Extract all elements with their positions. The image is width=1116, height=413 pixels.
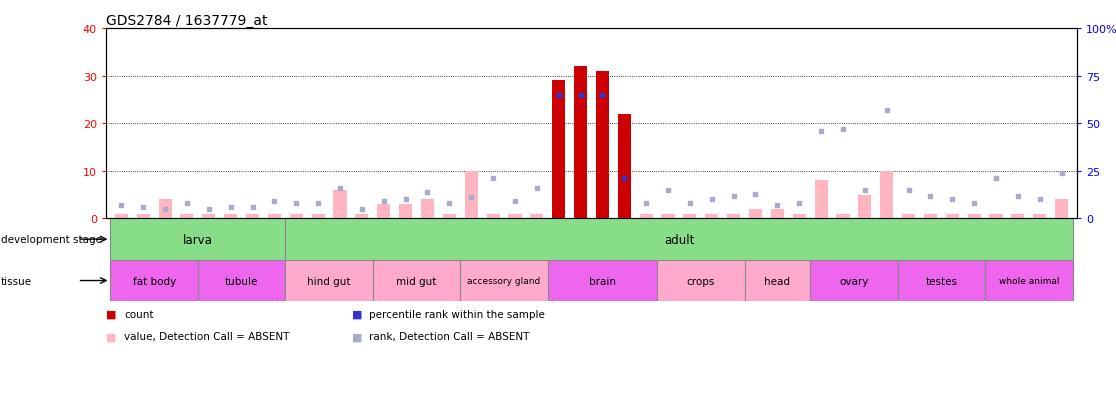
Bar <box>881 171 893 219</box>
Bar <box>487 214 500 219</box>
Text: rank, Detection Call = ABSENT: rank, Detection Call = ABSENT <box>369 332 530 342</box>
Bar <box>924 214 937 219</box>
Bar <box>464 171 478 219</box>
Bar <box>311 214 325 219</box>
Text: count: count <box>124 309 153 319</box>
Bar <box>158 200 172 219</box>
Text: ■: ■ <box>352 332 362 342</box>
Bar <box>373 260 460 301</box>
Bar <box>224 214 238 219</box>
Bar <box>902 214 915 219</box>
Bar <box>460 260 548 301</box>
Bar <box>290 214 302 219</box>
Bar <box>574 67 587 219</box>
Bar <box>858 195 872 219</box>
Text: percentile rank within the sample: percentile rank within the sample <box>369 309 546 319</box>
Bar <box>683 214 696 219</box>
Bar <box>198 260 286 301</box>
Bar <box>810 260 897 301</box>
Bar <box>110 219 286 260</box>
Bar <box>136 214 150 219</box>
Bar <box>662 214 674 219</box>
Bar <box>110 260 198 301</box>
Text: larva: larva <box>183 233 213 246</box>
Bar <box>727 214 740 219</box>
Bar <box>657 260 744 301</box>
Text: hind gut: hind gut <box>307 276 350 286</box>
Bar <box>377 205 391 219</box>
Bar <box>749 209 762 219</box>
Text: brain: brain <box>589 276 616 286</box>
Text: crops: crops <box>686 276 715 286</box>
Bar <box>268 214 281 219</box>
Text: GDS2784 / 1637779_at: GDS2784 / 1637779_at <box>106 14 268 28</box>
Bar <box>705 214 719 219</box>
Text: ovary: ovary <box>839 276 868 286</box>
Text: fat body: fat body <box>133 276 175 286</box>
Bar <box>639 214 653 219</box>
Bar <box>552 81 565 219</box>
Bar <box>246 214 259 219</box>
Bar <box>1033 214 1047 219</box>
Text: development stage: development stage <box>1 235 103 244</box>
Text: testes: testes <box>925 276 958 286</box>
Bar <box>548 260 657 301</box>
Bar <box>334 190 347 219</box>
Bar <box>990 214 1002 219</box>
Bar <box>596 71 609 219</box>
Bar <box>286 260 373 301</box>
Text: ■: ■ <box>106 309 116 319</box>
Text: ■: ■ <box>106 332 116 342</box>
Bar <box>792 214 806 219</box>
Bar <box>115 214 128 219</box>
Bar <box>1055 200 1068 219</box>
Bar <box>181 214 193 219</box>
Bar <box>815 181 828 219</box>
Text: mid gut: mid gut <box>396 276 436 286</box>
Bar <box>945 214 959 219</box>
Text: head: head <box>764 276 790 286</box>
Text: tissue: tissue <box>1 276 32 286</box>
Bar <box>985 260 1072 301</box>
Text: adult: adult <box>664 233 694 246</box>
Text: whole animal: whole animal <box>999 276 1059 285</box>
Text: ■: ■ <box>352 309 362 319</box>
Bar <box>202 214 215 219</box>
Bar <box>897 260 985 301</box>
Bar <box>968 214 981 219</box>
Text: accessory gland: accessory gland <box>468 276 540 285</box>
Bar <box>1011 214 1024 219</box>
Bar <box>443 214 456 219</box>
Bar <box>836 214 849 219</box>
Bar <box>618 114 631 219</box>
Bar <box>509 214 521 219</box>
Bar <box>400 205 412 219</box>
Text: value, Detection Call = ABSENT: value, Detection Call = ABSENT <box>124 332 289 342</box>
Bar <box>286 219 1072 260</box>
Bar <box>530 214 543 219</box>
Bar <box>355 214 368 219</box>
Text: tubule: tubule <box>225 276 258 286</box>
Bar <box>421 200 434 219</box>
Bar <box>744 260 810 301</box>
Bar <box>771 209 783 219</box>
